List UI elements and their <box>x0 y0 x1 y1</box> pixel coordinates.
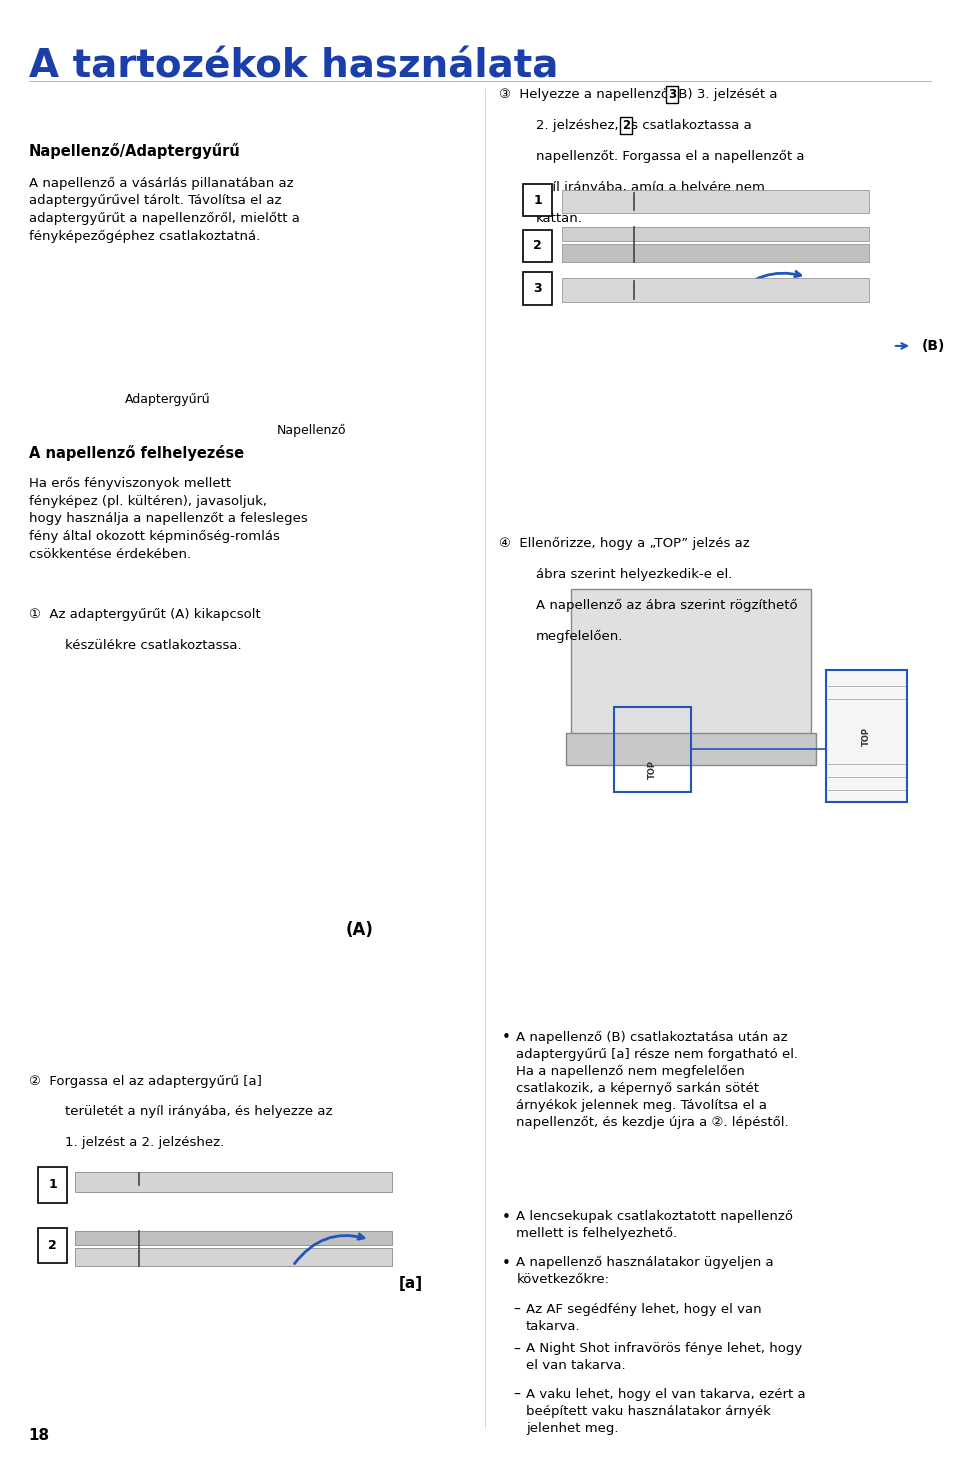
FancyBboxPatch shape <box>562 244 869 262</box>
Text: •: • <box>502 1256 511 1270</box>
Text: •: • <box>502 1210 511 1225</box>
Text: [a]: [a] <box>398 1276 422 1291</box>
FancyBboxPatch shape <box>523 230 552 262</box>
Text: Napellenző/Adaptergyűrű: Napellenző/Adaptergyűrű <box>29 143 241 159</box>
Text: A lencsekupak csatlakoztatott napellenző
mellett is felhelyezhető.: A lencsekupak csatlakoztatott napellenző… <box>516 1210 794 1241</box>
FancyBboxPatch shape <box>38 1167 67 1203</box>
Text: 18: 18 <box>29 1428 50 1443</box>
Text: (A): (A) <box>346 921 373 939</box>
Text: 1: 1 <box>48 1179 58 1191</box>
Text: 1: 1 <box>533 194 542 206</box>
FancyBboxPatch shape <box>38 1228 67 1263</box>
Text: ③  Helyezze a napellenző (B) 3. jelzését a: ③ Helyezze a napellenző (B) 3. jelzését … <box>499 88 778 102</box>
FancyBboxPatch shape <box>571 589 811 736</box>
FancyBboxPatch shape <box>523 184 552 216</box>
FancyBboxPatch shape <box>75 1248 392 1266</box>
Text: Adaptergyűrű: Adaptergyűrű <box>125 393 211 406</box>
Text: –: – <box>514 1388 520 1403</box>
Text: •: • <box>502 1030 511 1045</box>
FancyBboxPatch shape <box>75 1231 392 1245</box>
Text: A napellenző (B) csatlakoztatása után az
adaptergyűrű [a] része nem forgatható e: A napellenző (B) csatlakoztatása után az… <box>516 1030 799 1129</box>
FancyBboxPatch shape <box>562 278 869 302</box>
Text: A napellenző használatakor ügyeljen a
következőkre:: A napellenző használatakor ügyeljen a kö… <box>516 1256 774 1285</box>
Text: ④  Ellenőrizze, hogy a „TOP” jelzés az: ④ Ellenőrizze, hogy a „TOP” jelzés az <box>499 537 750 551</box>
Text: területét a nyíl irányába, és helyezze az: területét a nyíl irányába, és helyezze a… <box>65 1105 333 1119</box>
Text: Az AF segédfény lehet, hogy el van
takarva.: Az AF segédfény lehet, hogy el van takar… <box>526 1303 761 1332</box>
Text: A napellenző az ábra szerint rögzíthető: A napellenző az ábra szerint rögzíthető <box>536 599 798 612</box>
Text: 2: 2 <box>533 240 542 252</box>
Text: 3: 3 <box>534 283 541 294</box>
Text: ábra szerint helyezkedik-e el.: ábra szerint helyezkedik-e el. <box>536 568 732 581</box>
Text: (B): (B) <box>922 339 945 353</box>
Text: nyíl irányába, amíg a helyére nem: nyíl irányába, amíg a helyére nem <box>536 181 764 194</box>
Text: A napellenző felhelyezése: A napellenző felhelyezése <box>29 445 244 461</box>
Text: –: – <box>514 1303 520 1317</box>
Text: megfelelően.: megfelelően. <box>536 630 623 643</box>
FancyBboxPatch shape <box>826 670 907 802</box>
Text: 2. jelzéshez, és csatlakoztassa a: 2. jelzéshez, és csatlakoztassa a <box>536 119 752 132</box>
Text: ②  Forgassa el az adaptergyűrű [a]: ② Forgassa el az adaptergyűrű [a] <box>29 1075 262 1088</box>
Text: kattan.: kattan. <box>536 212 583 225</box>
Text: ①  Az adaptergyűrűt (A) kikapcsolt: ① Az adaptergyűrűt (A) kikapcsolt <box>29 608 260 621</box>
FancyBboxPatch shape <box>566 733 816 765</box>
Text: A Night Shot infravörös fénye lehet, hogy
el van takarva.: A Night Shot infravörös fénye lehet, hog… <box>526 1342 803 1372</box>
Text: –: – <box>514 1342 520 1357</box>
Text: Napellenző: Napellenző <box>277 424 347 437</box>
Text: TOP: TOP <box>861 727 871 745</box>
Text: A napellenző a vásárlás pillanatában az
adaptergyűrűvel tárolt. Távolítsa el az
: A napellenző a vásárlás pillanatában az … <box>29 177 300 243</box>
FancyBboxPatch shape <box>562 190 869 213</box>
Text: 1. jelzést a 2. jelzéshez.: 1. jelzést a 2. jelzéshez. <box>65 1136 225 1150</box>
Text: A vaku lehet, hogy el van takarva, ezért a
beépített vaku használatakor árnyék
j: A vaku lehet, hogy el van takarva, ezért… <box>526 1388 805 1435</box>
Text: 2: 2 <box>48 1239 58 1251</box>
Text: 3: 3 <box>668 88 676 102</box>
Text: 2: 2 <box>622 119 630 132</box>
Text: A tartozékok használata: A tartozékok használata <box>29 47 558 85</box>
FancyBboxPatch shape <box>562 227 869 241</box>
FancyBboxPatch shape <box>75 1172 392 1192</box>
Text: Ha erős fényviszonyok mellett
fényképez (pl. kültéren), javasoljuk,
hogy használ: Ha erős fényviszonyok mellett fényképez … <box>29 477 307 561</box>
Text: TOP: TOP <box>648 761 658 779</box>
Text: napellenzőt. Forgassa el a napellenzőt a: napellenzőt. Forgassa el a napellenzőt a <box>536 150 804 163</box>
FancyBboxPatch shape <box>523 272 552 305</box>
Text: készülékre csatlakoztassa.: készülékre csatlakoztassa. <box>65 639 242 652</box>
